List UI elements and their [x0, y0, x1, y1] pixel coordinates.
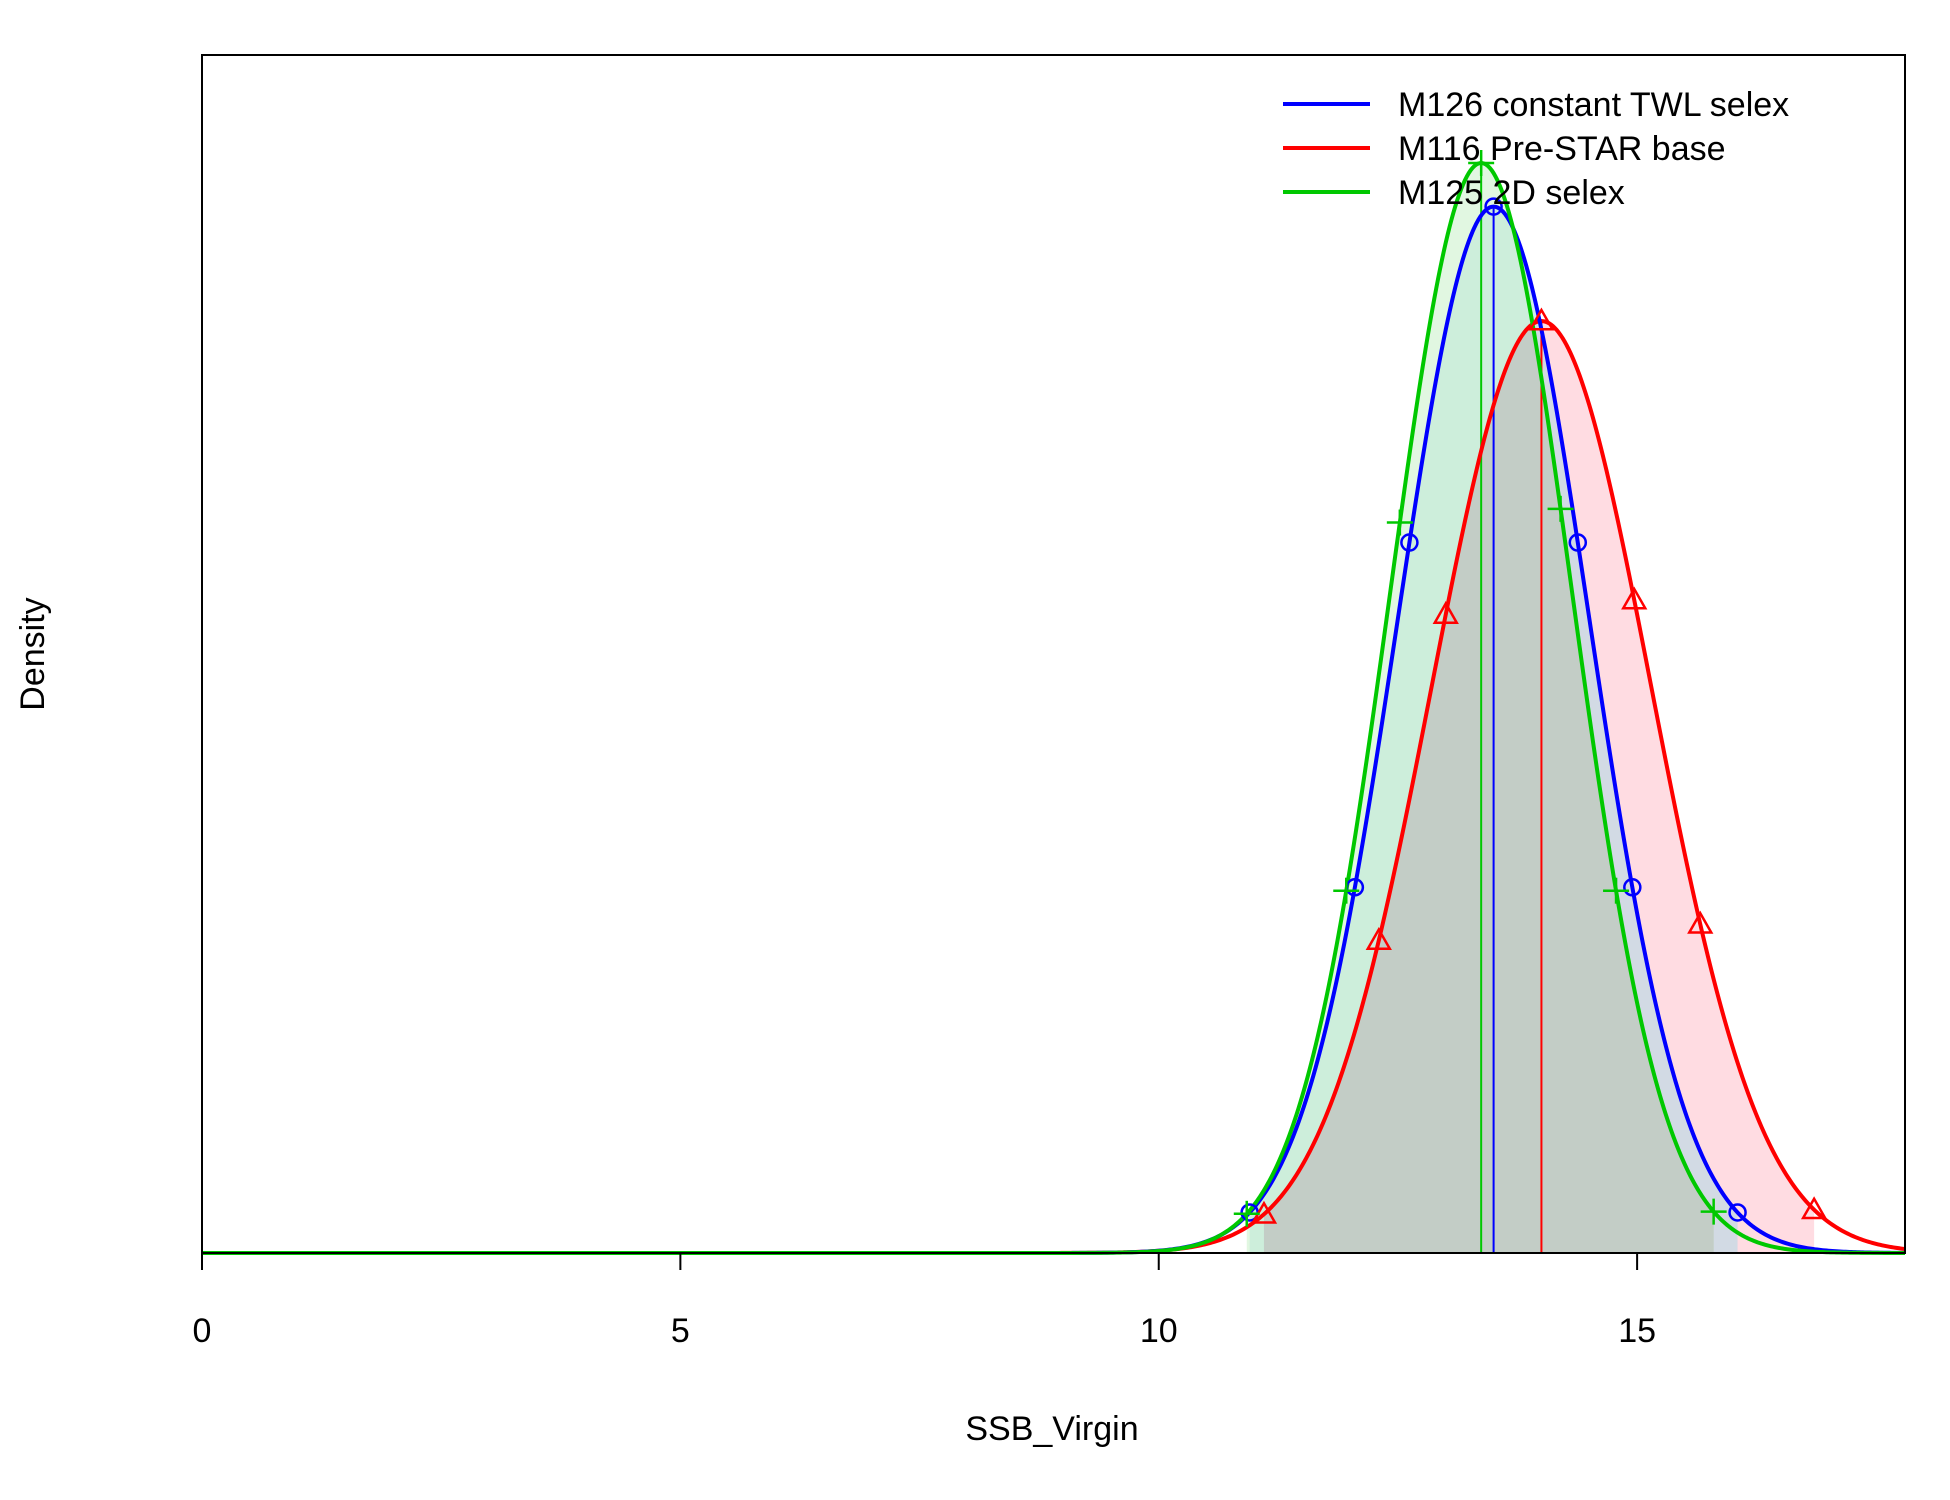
x-tick-label: 5	[671, 1312, 690, 1350]
plus-marker	[1233, 1200, 1260, 1227]
circle-marker	[1568, 533, 1588, 552]
plus-marker	[1547, 495, 1574, 522]
legend: M126 constant TWL selex M116 Pre-STAR bas…	[1283, 86, 1789, 212]
triangle-marker	[1621, 586, 1648, 610]
x-axis: 0 5 10 15	[193, 1252, 1905, 1350]
x-axis-title: SSB_Virgin	[965, 1410, 1138, 1448]
plus-marker	[1333, 877, 1360, 904]
triangle-marker	[1800, 1196, 1828, 1220]
triangle-marker	[1365, 926, 1392, 950]
triangle-marker	[1432, 600, 1459, 624]
circle-marker	[1728, 1203, 1747, 1222]
plus-marker	[1386, 509, 1413, 536]
triangle-marker	[1687, 910, 1714, 934]
circle-marker	[1400, 533, 1419, 552]
plus-marker	[1468, 150, 1495, 176]
x-tick-label: 15	[1618, 1312, 1656, 1350]
median-lines	[1480, 163, 1543, 1253]
legend-label-2: M116 Pre-STAR base	[1398, 130, 1726, 168]
circle-marker	[1484, 197, 1503, 216]
x-tick-label: 0	[193, 1312, 212, 1350]
plus-marker	[1603, 877, 1630, 904]
x-tick-label: 10	[1140, 1312, 1178, 1350]
y-axis-title: Density	[14, 597, 52, 710]
plus-marker	[1700, 1198, 1727, 1225]
triangle-marker	[1528, 307, 1555, 331]
curve-markers	[1233, 150, 1828, 1227]
circle-marker	[1623, 878, 1642, 897]
legend-label-3: M125 2D selex	[1398, 174, 1625, 212]
legend-label-1: M126 constant TWL selex	[1398, 86, 1789, 124]
overlap-fill	[1263, 324, 1714, 1253]
